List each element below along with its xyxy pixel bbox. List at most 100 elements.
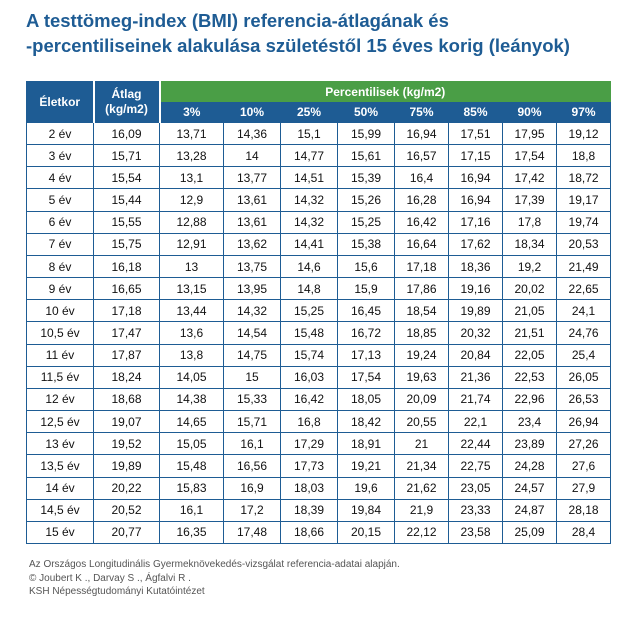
table-row: 7 év 15,75 12,91 13,62 14,41 15,38 16,64 17,62 1… [26,232,612,256]
percentile-cell: 18,72 [555,166,612,190]
title-line-2: -percentiliseinek alakulása születéstől … [26,35,570,56]
age-cell: 8 év [26,254,94,279]
percentile-cell: 17,51 [448,121,503,146]
percentile-cell: 13,1 [159,166,224,190]
percentile-cell: 22,96 [502,387,557,412]
percentile-cell: 14,75 [223,343,281,367]
mean-header-line-2: (kg/m2) [105,102,148,116]
percentile-cell: 17,86 [394,277,449,301]
age-cell: 15 év [26,520,94,545]
percentile-cell: 26,53 [555,387,612,412]
percentile-cell: 21,05 [502,299,557,323]
percentile-cell: 26,05 [555,365,612,389]
percentile-cell: 19,16 [448,277,503,301]
mean-cell: 16,65 [93,277,160,301]
percentile-cell: 15,61 [337,144,395,168]
percentile-cell: 15,9 [337,277,395,301]
percentile-cell: 18,34 [502,232,557,256]
percentile-group-header: Percentilisek (kg/m2) [158,81,612,102]
age-cell: 5 év [26,188,94,212]
age-cell: 14 év [26,476,94,500]
percentile-cell: 16,94 [394,121,449,146]
footnote-authors: © Joubert K ., Darvay S ., Ágfalvi R . [29,572,191,584]
percentile-cell: 21,9 [394,498,449,522]
percentile-header-cell: 10% [223,101,281,123]
percentile-cell: 16,64 [394,232,449,256]
age-cell: 9 év [26,277,94,301]
percentile-cell: 16,4 [394,166,449,190]
table-body: 2 év 16,09 13,71 14,36 15,1 15,99 16,94 17,51 17… [26,121,612,545]
mean-cell: 20,77 [93,520,160,545]
table-row: 6 év 15,55 12,88 13,61 14,32 15,25 16,42 17,16 1… [26,210,612,234]
percentile-cell: 14,32 [223,299,281,323]
percentile-cell: 19,89 [448,299,503,323]
percentile-cell: 17,95 [502,121,557,146]
percentile-cell: 21,62 [394,476,449,500]
percentile-header-cell: 75% [394,101,449,123]
percentile-cell: 13,15 [159,277,224,301]
mean-cell: 15,71 [93,144,160,168]
footnote-source: Az Országos Longitudinális Gyermeknöveke… [29,559,400,570]
percentile-cell: 23,05 [448,476,503,500]
percentile-cell: 21,49 [555,254,612,279]
table-row: 14 év 20,22 15,83 16,9 18,03 19,6 21,62 23,05 24… [26,476,612,500]
percentile-cell: 24,76 [555,321,612,345]
percentile-cell: 13,61 [223,210,281,234]
percentile-cell: 18,39 [280,498,338,522]
table-row: 3 év 15,71 13,28 14 14,77 15,61 16,57 17,15 17,5… [26,144,612,168]
percentile-cell: 17,48 [223,520,281,545]
percentile-cell: 22,44 [448,432,503,456]
percentile-cell: 18,66 [280,520,338,545]
percentile-cell: 14,6 [280,254,338,279]
mean-cell: 20,52 [93,498,160,522]
mean-column-header: Átlag (kg/m2) [93,81,161,123]
percentile-cell: 24,28 [502,454,557,478]
percentile-cell: 16,8 [280,410,338,434]
percentile-header-cell: 3% [159,101,224,123]
percentile-cell: 14,05 [159,365,224,389]
percentile-cell: 15,39 [337,166,395,190]
table-row: 4 év 15,54 13,1 13,77 14,51 15,39 16,4 16,94 17,… [26,166,612,190]
mean-cell: 15,44 [93,188,160,212]
percentile-cell: 22,53 [502,365,557,389]
page-title: A testtömeg-index (BMI) referencia-átlag… [26,8,636,58]
percentile-header-cell: 90% [502,101,557,123]
percentile-cell: 12,9 [159,188,224,212]
table-row: 14,5 év 20,52 16,1 17,2 18,39 19,84 21,9 23,33 2… [26,498,612,522]
percentile-header-cell: 97% [555,101,612,123]
percentile-cell: 23,4 [502,410,557,434]
percentile-cell: 27,26 [555,432,612,456]
percentile-header-cell: 25% [280,101,338,123]
percentile-cell: 28,4 [555,520,612,545]
percentile-cell: 17,8 [502,210,557,234]
percentile-cell: 13,95 [223,277,281,301]
percentile-cell: 18,85 [394,321,449,345]
percentile-cell: 15,6 [337,254,395,279]
percentile-cell: 15,33 [223,387,281,412]
percentile-cell: 17,16 [448,210,503,234]
mean-cell: 19,89 [93,454,160,478]
mean-header-line-1: Átlag [111,87,142,101]
percentile-cell: 17,73 [280,454,338,478]
percentile-cell: 16,45 [337,299,395,323]
percentile-cell: 12,88 [159,210,224,234]
percentile-cell: 23,89 [502,432,557,456]
age-cell: 11,5 év [26,365,94,389]
percentile-cell: 22,75 [448,454,503,478]
percentile-cell: 17,13 [337,343,395,367]
percentile-cell: 20,55 [394,410,449,434]
footnote: Az Országos Longitudinális Gyermeknöveke… [29,558,629,599]
mean-cell: 20,22 [93,476,160,500]
mean-cell: 15,54 [93,166,160,190]
mean-cell: 18,24 [93,365,160,389]
percentile-cell: 15,25 [337,210,395,234]
age-cell: 3 év [26,144,94,168]
percentile-cell: 23,33 [448,498,503,522]
percentile-cell: 12,91 [159,232,224,256]
percentile-cell: 21,34 [394,454,449,478]
percentile-cell: 23,58 [448,520,503,545]
mean-cell: 15,75 [93,232,160,256]
percentile-cell: 16,35 [159,520,224,545]
table-row: 11,5 év 18,24 14,05 15 16,03 17,54 19,63 21,36 2… [26,365,612,389]
percentile-cell: 16,9 [223,476,281,500]
